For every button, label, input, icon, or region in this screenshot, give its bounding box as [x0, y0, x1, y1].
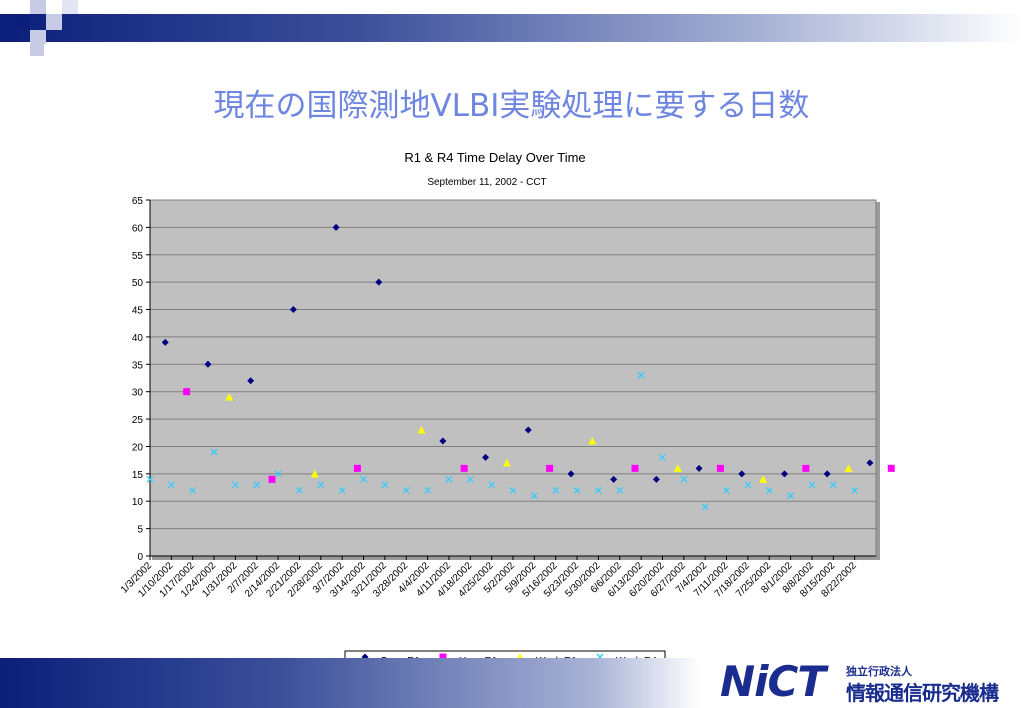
logo-mark: NiCT — [720, 657, 826, 706]
y-tick-label: 30 — [132, 388, 144, 399]
data-point-wash-r4 — [659, 453, 666, 461]
data-point-wash-r4 — [701, 503, 709, 511]
logo-name: 情報通信研究機構 — [846, 681, 999, 705]
bottom-banner-bar — [0, 658, 700, 708]
data-point-wash-r4 — [424, 486, 432, 494]
data-point-wash-r4 — [445, 475, 453, 483]
data-point-bonn-r1 — [204, 360, 212, 368]
data-point-wash-r1 — [844, 464, 853, 472]
data-point-wash-r4 — [509, 486, 517, 494]
data-point-bonn-r1 — [247, 377, 255, 385]
chart-title: R1 & R4 Time Delay Over Time — [404, 150, 585, 165]
data-point-wash-r4 — [488, 481, 496, 489]
data-point-wash-r1 — [759, 475, 768, 483]
data-point-wash-r1 — [673, 464, 682, 472]
data-point-hays-r1 — [802, 464, 810, 472]
data-point-wash-r4 — [680, 475, 688, 483]
data-point-wash-r4 — [296, 486, 303, 494]
data-point-wash-r4 — [402, 486, 410, 494]
data-point-wash-r4 — [274, 470, 282, 478]
data-point-wash-r4 — [231, 481, 239, 489]
data-point-wash-r4 — [381, 481, 389, 489]
data-point-wash-r1 — [310, 469, 319, 478]
data-point-wash-r4 — [146, 475, 154, 483]
series-hays-r1 — [183, 388, 895, 483]
data-point-bonn-r1 — [567, 470, 575, 478]
chart: R1 & R4 Time Delay Over Time September 1… — [119, 150, 895, 670]
data-point-hays-r1 — [183, 388, 191, 396]
y-tick-label: 45 — [132, 306, 144, 317]
data-point-hays-r1 — [716, 464, 724, 472]
y-tick-label: 65 — [132, 196, 144, 207]
data-point-wash-r4 — [829, 481, 837, 489]
slide-title: 現在の国際測地VLBI実験処理に要する日数 — [213, 88, 810, 124]
y-tick-label: 10 — [132, 497, 144, 508]
series-wash-r1 — [225, 393, 853, 483]
data-point-bonn-r1 — [289, 306, 297, 314]
data-point-wash-r4 — [317, 481, 325, 489]
data-point-wash-r4 — [530, 492, 538, 500]
plot-area — [149, 199, 877, 557]
data-point-wash-r4 — [787, 492, 795, 500]
data-point-wash-r1 — [417, 426, 426, 434]
data-point-bonn-r1 — [652, 475, 660, 483]
data-point-wash-r1 — [225, 393, 234, 401]
data-point-wash-r4 — [723, 486, 730, 494]
y-tick-label: 20 — [132, 442, 144, 453]
data-point-wash-r4 — [616, 486, 624, 494]
y-tick-label: 0 — [137, 552, 143, 563]
y-tick-label: 50 — [132, 278, 144, 289]
y-tick-label: 5 — [137, 525, 143, 536]
data-point-bonn-r1 — [161, 338, 169, 346]
data-point-bonn-r1 — [439, 437, 447, 445]
data-point-bonn-r1 — [695, 464, 703, 472]
y-tick-label: 25 — [132, 415, 144, 426]
series-wash-r4 — [146, 371, 859, 511]
data-point-bonn-r1 — [610, 475, 618, 483]
nict-logo: NiCT 独立行政法人 情報通信研究機構 — [712, 657, 1023, 707]
y-tick-label: 15 — [132, 470, 144, 481]
data-point-hays-r1 — [353, 464, 361, 472]
data-point-bonn-r1 — [866, 459, 874, 467]
data-point-bonn-r1 — [780, 470, 788, 478]
top-banner-bar — [0, 14, 1023, 42]
logo-subtitle: 独立行政法人 — [846, 665, 912, 678]
data-point-bonn-r1 — [823, 470, 831, 478]
data-point-wash-r4 — [552, 486, 560, 494]
data-point-hays-r1 — [268, 475, 276, 483]
data-point-wash-r1 — [588, 436, 597, 445]
data-point-wash-r4 — [637, 371, 645, 379]
data-point-wash-r4 — [808, 481, 816, 489]
data-point-wash-r4 — [851, 486, 859, 494]
data-point-hays-r1 — [460, 464, 468, 472]
data-point-wash-r4 — [744, 481, 752, 489]
y-tick-label: 35 — [132, 360, 144, 371]
data-point-wash-r4 — [253, 481, 261, 489]
data-point-wash-r4 — [210, 448, 218, 456]
data-point-bonn-r1 — [482, 453, 490, 461]
data-point-wash-r4 — [167, 481, 175, 489]
data-point-bonn-r1 — [524, 426, 532, 434]
data-point-hays-r1 — [546, 464, 554, 472]
data-point-bonn-r1 — [375, 278, 383, 286]
data-point-bonn-r1 — [738, 470, 746, 478]
data-point-wash-r4 — [594, 486, 602, 494]
data-point-wash-r4 — [573, 486, 581, 494]
data-point-hays-r1 — [631, 464, 639, 472]
series-bonn-r1 — [161, 223, 874, 483]
y-tick-label: 55 — [132, 251, 144, 262]
chart-subtitle: September 11, 2002 - CCT — [427, 177, 546, 188]
data-point-wash-r4 — [189, 486, 197, 494]
data-point-wash-r4 — [466, 475, 474, 483]
data-point-wash-r4 — [338, 486, 346, 494]
legend-marker-hays-r1 — [439, 653, 447, 661]
data-point-hays-r1 — [887, 464, 895, 472]
y-tick-label: 40 — [132, 333, 144, 344]
data-point-wash-r1 — [502, 458, 511, 467]
y-tick-label: 60 — [132, 223, 144, 234]
data-point-bonn-r1 — [332, 223, 340, 231]
data-point-wash-r4 — [360, 475, 367, 483]
data-point-wash-r4 — [765, 486, 773, 494]
decorative-squares — [0, 0, 80, 60]
